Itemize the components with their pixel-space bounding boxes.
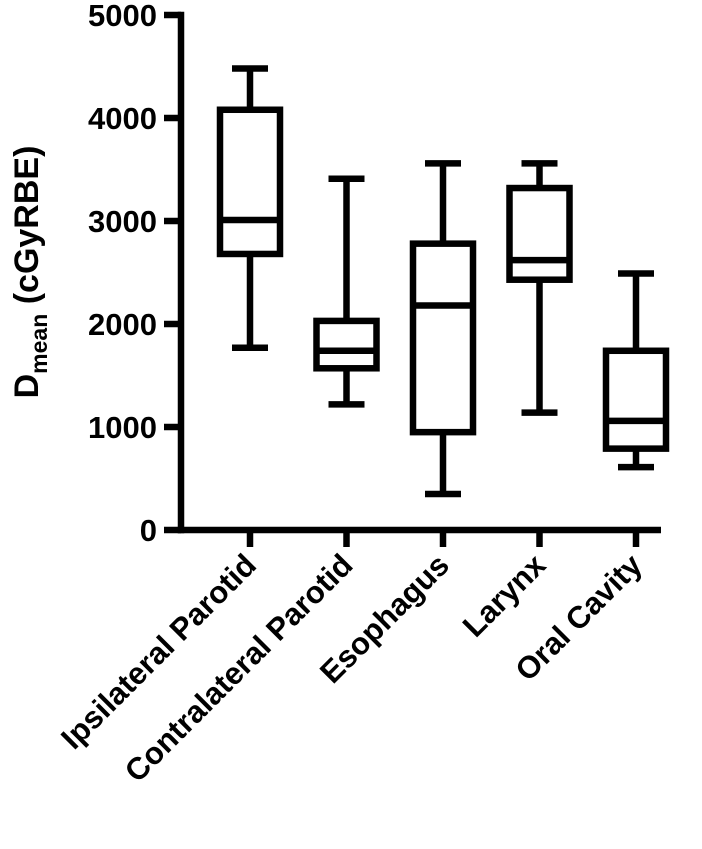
box-oral-cavity [602, 270, 670, 471]
box-esophagus [409, 160, 477, 498]
y-axis: 0 1000 2000 3000 4000 5000 [88, 0, 185, 548]
box-contralateral-parotid [313, 175, 380, 408]
x-category-label: Larynx [456, 547, 553, 644]
boxes-group [216, 65, 670, 498]
iqr-box [216, 106, 284, 258]
y-axis-label: Dmean (cGyRBE) [8, 146, 52, 399]
box-larynx [506, 160, 573, 416]
y-axis-label-main: D [8, 374, 46, 399]
iqr-box [313, 317, 380, 372]
y-tick-label: 3000 [88, 204, 157, 239]
y-tick-label: 2000 [88, 307, 157, 342]
box-ipsilateral-parotid [216, 65, 284, 351]
y-axis-label-subscript: mean [26, 314, 52, 374]
y-axis-label-group: Dmean (cGyRBE) [8, 146, 52, 399]
y-tick-label: 4000 [88, 101, 157, 136]
iqr-box [506, 184, 573, 283]
y-tick-label: 5000 [88, 0, 157, 33]
iqr-box [409, 240, 477, 436]
y-axis-label-unit: (cGyRBE) [8, 146, 46, 314]
iqr-box [602, 347, 670, 452]
y-tick-label: 0 [140, 513, 157, 548]
y-tick-label: 1000 [88, 410, 157, 445]
